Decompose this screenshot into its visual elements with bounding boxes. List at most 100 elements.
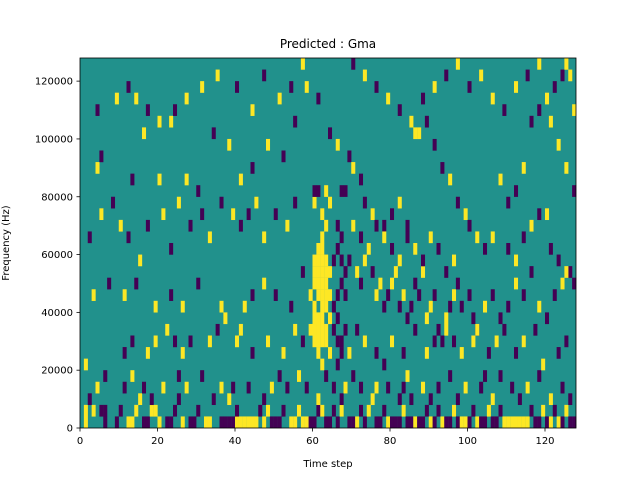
heatmap-cell-low <box>390 208 395 221</box>
heatmap-cell-high <box>413 127 418 140</box>
heatmap-cell-low <box>304 381 309 394</box>
heatmap-cell-low <box>390 243 395 255</box>
heatmap-cell-low <box>339 347 344 359</box>
heatmap-cell-high <box>320 231 325 244</box>
heatmap-cell-low <box>436 243 441 255</box>
heatmap-cell-high <box>316 393 321 406</box>
heatmap-cell-high <box>180 416 185 429</box>
heatmap-cell-low <box>432 416 437 429</box>
heatmap-cell-high <box>490 231 495 244</box>
heatmap-cell-low <box>486 347 491 359</box>
heatmap-cell-low <box>378 416 383 429</box>
y-tick-label: 120000 <box>35 77 73 88</box>
y-tick-label: 40000 <box>41 308 73 319</box>
heatmap-cell-low <box>471 404 476 417</box>
heatmap-cell-high <box>153 335 158 348</box>
heatmap-cell-high <box>548 115 553 128</box>
heatmap-cell-high <box>316 254 321 267</box>
heatmap-cell-high <box>266 335 271 348</box>
heatmap-cell-low <box>134 277 139 290</box>
heatmap-cell-low <box>273 208 278 221</box>
heatmap-cell-high <box>184 173 189 186</box>
heatmap-cell-high <box>320 323 325 336</box>
heatmap-cell-low <box>103 404 108 417</box>
heatmap-cell-low <box>258 404 263 417</box>
heatmap-cell-low <box>533 323 538 336</box>
heatmap-cell-high <box>254 416 259 429</box>
y-axis: 0 20000 40000 60000 80000 100000 120000 <box>35 77 80 435</box>
heatmap-cell-low <box>343 289 348 301</box>
heatmap-cell-low <box>235 404 240 417</box>
heatmap-cell-high <box>498 173 503 186</box>
heatmap-cell-low <box>510 381 515 394</box>
heatmap-cell-high <box>293 416 298 429</box>
heatmap-cell-high <box>316 266 321 278</box>
heatmap-cell-low <box>382 300 387 313</box>
heatmap-cell-high <box>180 347 185 359</box>
heatmap-cell-high <box>297 370 302 382</box>
heatmap-cell-high <box>424 312 429 325</box>
heatmap-cell-high <box>366 243 371 255</box>
heatmap-cell-high <box>304 416 309 429</box>
heatmap-cell-low <box>432 289 437 301</box>
heatmap-cell-low <box>126 231 131 244</box>
y-tick-label: 20000 <box>41 366 73 377</box>
heatmap-cell-high <box>490 92 495 105</box>
heatmap-cell-high <box>316 277 321 290</box>
heatmap-cell-high <box>320 277 325 290</box>
heatmap-cell-low <box>219 196 224 209</box>
heatmap-cell-low <box>537 208 542 221</box>
heatmap-cell-low <box>343 323 348 336</box>
heatmap-cell-high <box>262 231 267 244</box>
heatmap-cell-low <box>483 370 488 382</box>
heatmap-cell-low <box>424 404 429 417</box>
heatmap-cell-high <box>320 358 325 371</box>
heatmap-cell-low <box>467 416 472 429</box>
heatmap-cell-high <box>157 115 162 128</box>
heatmap-cell-low <box>405 312 410 325</box>
heatmap-cell-high <box>157 173 162 186</box>
heatmap-cell-high <box>514 416 519 429</box>
heatmap-cell-high <box>238 323 243 336</box>
heatmap-cell-high <box>130 416 135 429</box>
heatmap-cell-low <box>114 416 119 429</box>
heatmap-cell-low <box>103 370 108 382</box>
y-axis-label: Frequency (Hz) <box>1 205 12 281</box>
heatmap-cell-high <box>130 370 135 382</box>
heatmap-cell-high <box>328 347 333 359</box>
heatmap-cell-low <box>339 335 344 348</box>
heatmap-cell-high <box>428 416 433 429</box>
heatmap-cell-high <box>297 404 302 417</box>
heatmap-cell-low <box>316 404 321 417</box>
heatmap-cell-low <box>455 277 460 290</box>
heatmap-cell-low <box>521 289 526 301</box>
heatmap-cell-low <box>409 416 414 429</box>
heatmap-cell-low <box>448 300 453 313</box>
heatmap-cell-high <box>312 196 317 209</box>
heatmap-cell-low <box>545 312 550 325</box>
x-axis: 0 20 40 60 80 100 120 <box>77 428 555 447</box>
heatmap-cell-low <box>498 312 503 325</box>
heatmap-cell-low <box>231 381 236 394</box>
heatmap-cell-high <box>483 300 488 313</box>
heatmap-cell-low <box>335 335 340 348</box>
heatmap-cell-low <box>250 289 255 301</box>
heatmap-cell-high <box>324 254 329 267</box>
heatmap-cell-low <box>277 416 282 429</box>
heatmap-cell-high <box>242 416 247 429</box>
heatmap-cell-low <box>362 196 367 209</box>
heatmap-cell-high <box>366 404 371 417</box>
heatmap-cell-low <box>529 404 534 417</box>
heatmap-cell-high <box>386 92 391 105</box>
heatmap-cell-low <box>467 81 472 93</box>
heatmap-cell-high <box>134 92 139 105</box>
heatmap-cell-low <box>246 381 251 394</box>
heatmap-cell-low <box>386 289 391 301</box>
heatmap-cell-low <box>99 150 104 163</box>
heatmap-cell-high <box>475 323 480 336</box>
y-tick-label: 0 <box>67 424 73 435</box>
heatmap-cell-high <box>541 404 546 417</box>
heatmap-cell-low <box>351 58 356 70</box>
heatmap-cell-high <box>316 347 321 359</box>
heatmap-cell-low <box>359 277 364 290</box>
